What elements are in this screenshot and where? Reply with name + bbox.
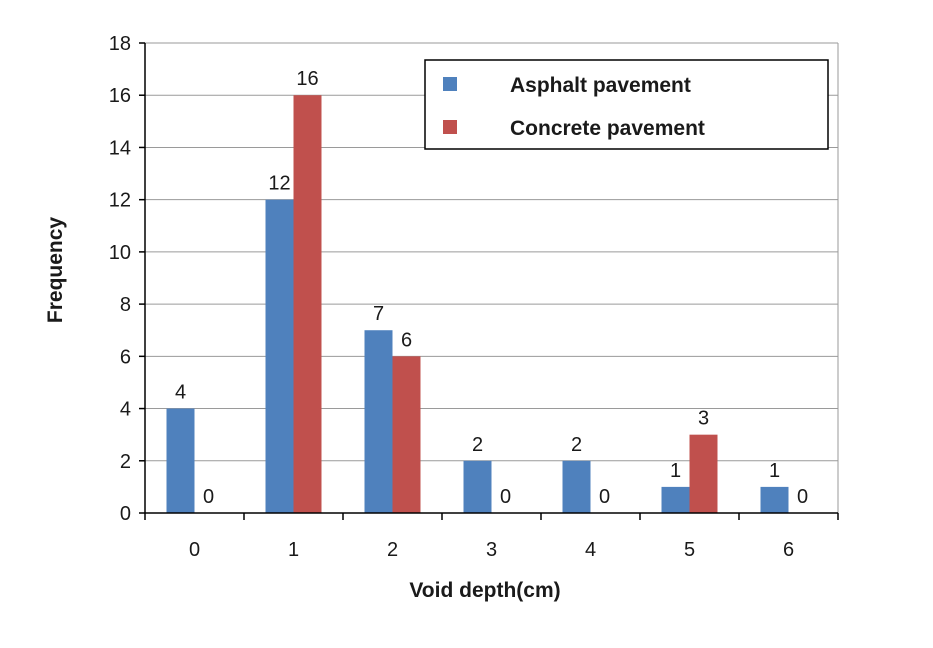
y-tick-label: 6 [120,346,131,368]
data-label: 16 [296,68,318,90]
bar-asphalt [364,330,393,513]
data-label: 6 [401,329,412,351]
legend-swatch-asphalt [443,77,457,91]
y-tick-label: 10 [109,242,131,264]
x-axis-title: Void depth(cm) [409,579,560,602]
data-label: 0 [797,486,808,508]
bar-asphalt [166,408,195,513]
data-label: 1 [670,460,681,482]
bar-concrete [392,356,421,513]
data-label: 3 [698,408,709,430]
x-tick-label: 2 [387,539,398,561]
legend-swatch-concrete [443,120,457,134]
bar-asphalt [562,460,591,513]
data-label: 0 [203,486,214,508]
bar-concrete [293,95,322,513]
bars [166,95,789,513]
data-label: 2 [571,434,582,456]
y-tick-label: 4 [120,399,131,421]
legend-label-concrete: Concrete pavement [510,117,705,140]
x-tick-label: 4 [585,539,596,561]
x-tick-label: 6 [783,539,794,561]
data-label: 0 [500,486,511,508]
y-tick-label: 2 [120,451,131,473]
bar-asphalt [661,486,690,513]
y-tick-label: 8 [120,294,131,316]
y-tick-label: 12 [109,190,131,212]
y-tick-label: 16 [109,85,131,107]
x-tick-label: 0 [189,539,200,561]
bar-asphalt [265,199,294,513]
y-tick-label: 18 [109,33,131,55]
data-label: 0 [599,486,610,508]
data-label: 1 [769,460,780,482]
data-label: 4 [175,382,186,404]
x-tick-label: 3 [486,539,497,561]
data-label: 12 [268,173,290,195]
bar-concrete [689,434,718,513]
legend-label-asphalt: Asphalt pavement [510,74,691,97]
y-tick-label: 14 [109,137,131,159]
data-label: 7 [373,303,384,325]
legend-box [424,59,829,150]
x-tick-label: 5 [684,539,695,561]
x-tick-label: 1 [288,539,299,561]
y-axis-title: Frequency [44,217,67,324]
bar-asphalt [463,460,492,513]
data-label: 2 [472,434,483,456]
legend: Asphalt pavement Concrete pavement [424,59,829,150]
bar-asphalt [760,486,789,513]
y-tick-label: 0 [120,503,131,525]
